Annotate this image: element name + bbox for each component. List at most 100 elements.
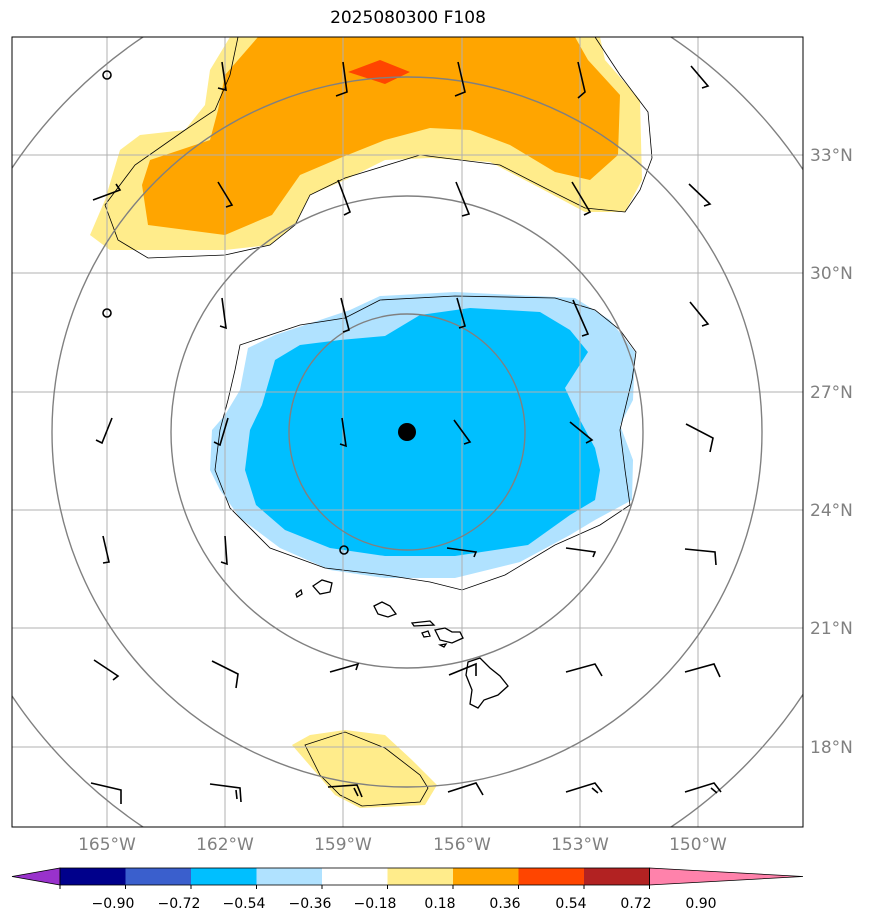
- map-frame: [11, 36, 804, 828]
- wind-barb: [217, 181, 234, 208]
- colorbar-extend-high: [649, 867, 804, 886]
- wind-barb: [454, 61, 466, 97]
- island-maui: [434, 627, 464, 644]
- wind-barb: [209, 783, 242, 803]
- map-title: 2025080300 F108: [330, 8, 486, 28]
- wind-barb: [456, 297, 466, 329]
- wind-barb: [447, 782, 484, 796]
- colorbar-segment: [322, 868, 388, 885]
- colorbar-segment: [584, 868, 650, 885]
- wind-barb: [339, 417, 347, 448]
- colorbar-extend-low: [11, 867, 61, 886]
- island-hawaii: [465, 657, 509, 709]
- lon-label: 150°W: [669, 835, 727, 855]
- wind-barb: [689, 301, 710, 327]
- wind-barb: [571, 181, 592, 216]
- colorbar-tick-label: 0.18: [424, 896, 455, 912]
- positive-anomaly-weak-south: [292, 730, 437, 808]
- lat-label: 33°N: [810, 146, 853, 166]
- colorbar: [11, 867, 804, 889]
- wind-barb: [448, 662, 477, 676]
- island-molokai: [410, 620, 436, 627]
- lon-label: 156°W: [433, 835, 491, 855]
- positive-anomaly-strong-north: [348, 60, 410, 84]
- wind-barb: [102, 308, 112, 318]
- colorbar-tick-label: −0.90: [92, 896, 135, 912]
- wind-barb: [684, 663, 721, 678]
- colorbar-outline: [59, 867, 650, 886]
- lon-label: 153°W: [551, 835, 609, 855]
- colorbar-segment: [256, 868, 323, 885]
- lon-label: 159°W: [314, 835, 372, 855]
- wind-barb: [455, 181, 471, 217]
- wind-barb: [219, 297, 227, 330]
- wind-barb: [565, 782, 603, 794]
- wind-barb: [327, 784, 363, 798]
- wind-barb: [93, 659, 120, 681]
- colorbar-segment: [453, 868, 519, 885]
- storm-center-marker: [398, 423, 416, 441]
- wind-barb: [446, 547, 478, 558]
- lat-label: 21°N: [810, 619, 853, 639]
- colorbar-tick-label: −0.36: [289, 896, 332, 912]
- wind-barbs: [90, 61, 722, 804]
- wind-barb: [220, 535, 228, 566]
- wind-barb: [102, 70, 112, 80]
- wind-barb: [565, 663, 603, 677]
- colorbar-tick-label: 0.90: [685, 896, 716, 912]
- wind-barb: [211, 660, 239, 689]
- contour-north: [104, 37, 653, 259]
- island-niihau: [295, 588, 303, 598]
- wind-barb: [213, 417, 229, 447]
- contour-center: [214, 295, 637, 591]
- wind-barb: [453, 419, 472, 445]
- range-ring-2: [170, 195, 644, 669]
- lon-label: 165°W: [78, 835, 136, 855]
- colorbar-segment: [518, 868, 585, 885]
- colorbar-tick-label: −0.54: [223, 896, 266, 912]
- wind-barb: [340, 297, 350, 333]
- colorbar-segment: [387, 868, 454, 885]
- wind-barb: [684, 548, 717, 566]
- wind-barb: [95, 417, 113, 445]
- wind-barb: [217, 61, 227, 92]
- colorbar-segment: [60, 868, 126, 885]
- colorbar-tick-label: −0.72: [158, 896, 201, 912]
- wind-barb: [102, 535, 110, 564]
- lon-label: 162°W: [196, 835, 254, 855]
- negative-anomaly-mid: [245, 308, 600, 556]
- wind-barb: [688, 183, 712, 207]
- wind-barb: [565, 547, 597, 558]
- wind-barb: [572, 299, 590, 337]
- wind-barb: [569, 421, 594, 444]
- lat-label: 27°N: [810, 383, 853, 403]
- wind-barb: [337, 179, 352, 216]
- colorbar-tick-labels: −0.90 −0.72 −0.54 −0.36 −0.18 0.18 0.36 …: [92, 896, 717, 912]
- wind-barb: [335, 61, 348, 97]
- wind-barb: [684, 782, 722, 794]
- wind-barb: [690, 65, 710, 89]
- colorbar-tick-label: −0.18: [354, 896, 397, 912]
- colorbar-tick-label: 0.54: [555, 896, 586, 912]
- wind-barb: [577, 61, 586, 99]
- colorbar-tick-label: 0.72: [620, 896, 651, 912]
- range-ring-1: [288, 313, 526, 551]
- colorbar-tick-label: 0.36: [489, 896, 520, 912]
- positive-anomaly-mid-north: [142, 37, 620, 235]
- colorbar-segment: [125, 868, 192, 885]
- island-kahoolawe: [437, 643, 448, 648]
- lat-label: 30°N: [810, 264, 853, 284]
- wind-barb: [92, 183, 122, 201]
- wind-barb: [339, 545, 349, 555]
- wind-barb: [685, 423, 714, 453]
- longitude-labels: 165°W 162°W 159°W 156°W 153°W 150°W: [78, 835, 727, 855]
- latitude-labels: 33°N 30°N 27°N 24°N 21°N 18°N: [810, 146, 853, 758]
- island-kauai: [312, 579, 333, 595]
- wind-barb: [329, 662, 360, 673]
- contour-south: [304, 731, 429, 807]
- hawaii-coastlines: [295, 579, 509, 709]
- colorbar-segment: [191, 868, 257, 885]
